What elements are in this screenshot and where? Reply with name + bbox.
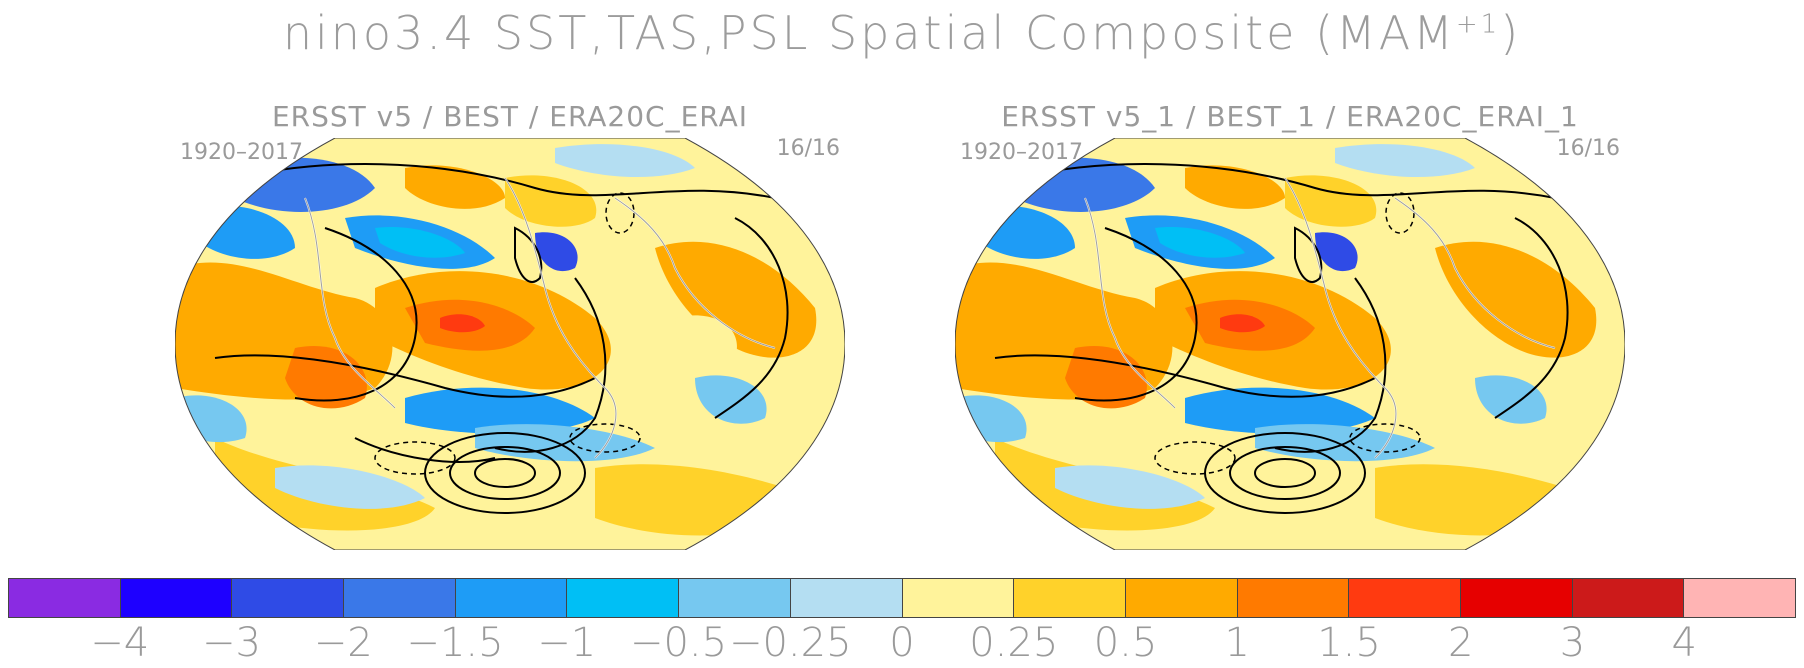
- colorbar-label: 0.25: [969, 620, 1059, 666]
- colorbar-box: [9, 579, 121, 617]
- colorbar-box: [902, 579, 1015, 617]
- panel-years: 1920–2017: [960, 140, 1083, 165]
- colorbar-box: [1125, 579, 1238, 617]
- colorbar-box: [120, 579, 233, 617]
- panel-count: 16/16: [776, 136, 840, 161]
- figure-title-superscript: +1: [1455, 9, 1501, 40]
- panel-title: ERSST v5_1 / BEST_1 / ERA20C_ERAI_1: [1001, 100, 1579, 133]
- colorbar-box: [679, 579, 791, 617]
- colorbar-box: [567, 579, 680, 617]
- colorbar-label: −4: [90, 620, 150, 666]
- colorbar-label: 3: [1559, 620, 1586, 666]
- panel-title: ERSST v5 / BEST / ERA20C_ERAI: [271, 100, 749, 133]
- panel-count: 16/16: [1556, 136, 1620, 161]
- map-panel-right: ERSST v5_1 / BEST_1 / ERA20C_ERAI_1 1920…: [930, 92, 1650, 552]
- colorbar-label: 2: [1448, 620, 1474, 666]
- colorbar-label: −0.5: [629, 620, 728, 666]
- colorbar-box: [455, 579, 568, 617]
- colorbar-label: −2: [313, 620, 373, 666]
- colorbar-box: [1014, 579, 1126, 617]
- colorbar-label: −3: [202, 620, 261, 666]
- figure-title-text: nino3.4 SST,TAS,PSL Spatial Composite (M…: [282, 6, 1456, 60]
- colorbar-label: 0: [889, 620, 915, 666]
- colorbar-label: 1: [1224, 620, 1250, 666]
- colorbar-box: [232, 579, 345, 617]
- colorbar-label: −0.25: [728, 620, 852, 666]
- colorbar-label: −1: [537, 620, 597, 666]
- colorbar-labels: −4 −3 −2 −1.5 −1 −0.5 −0.25 0 0.25 0.5 1 1.5 2 3 4: [8, 620, 1796, 668]
- colorbar-box: [1237, 579, 1350, 617]
- colorbar-box: [790, 579, 903, 617]
- colorbar-label: −1.5: [406, 620, 504, 666]
- map-panel-left: ERSST v5 / BEST / ERA20C_ERAI 1920–2017 …: [150, 92, 870, 552]
- colorbar-label: 1.5: [1317, 620, 1381, 666]
- composite-map: [955, 138, 1625, 550]
- colorbar-box: [344, 579, 456, 617]
- colorbar-box: [1572, 579, 1685, 617]
- colorbar-box: [1460, 579, 1573, 617]
- panel-years: 1920–2017: [180, 140, 303, 165]
- composite-map: [175, 138, 845, 550]
- colorbar-box: [1684, 579, 1795, 617]
- colorbar-box: [1349, 579, 1461, 617]
- colorbar-label: 4: [1671, 620, 1697, 666]
- figure-title: nino3.4 SST,TAS,PSL Spatial Composite (M…: [0, 6, 1804, 60]
- colorbar-label: 0.5: [1093, 620, 1158, 666]
- figure-title-close: ): [1500, 6, 1522, 60]
- colorbar: [8, 578, 1796, 618]
